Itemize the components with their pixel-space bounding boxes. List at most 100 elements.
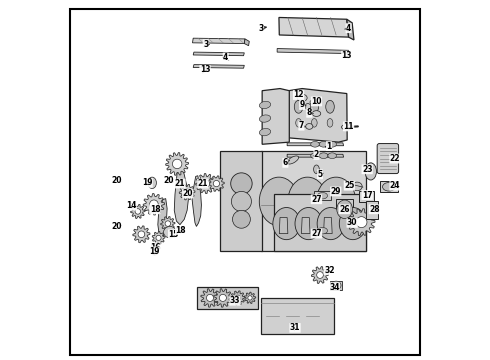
Ellipse shape [232, 210, 250, 228]
Polygon shape [131, 204, 145, 219]
Ellipse shape [296, 118, 301, 127]
Polygon shape [158, 199, 167, 241]
Text: 1: 1 [326, 141, 332, 150]
Ellipse shape [273, 207, 300, 240]
Polygon shape [337, 199, 353, 219]
Circle shape [356, 217, 367, 228]
Ellipse shape [317, 177, 356, 226]
Text: 26: 26 [339, 205, 349, 214]
Text: 13: 13 [200, 66, 210, 75]
Ellipse shape [310, 100, 318, 113]
Circle shape [248, 296, 252, 300]
Ellipse shape [342, 124, 353, 130]
Text: 22: 22 [390, 154, 400, 163]
Polygon shape [193, 52, 245, 56]
Circle shape [172, 159, 182, 168]
Ellipse shape [294, 100, 303, 113]
Text: 20: 20 [164, 176, 174, 185]
Ellipse shape [319, 141, 328, 147]
Polygon shape [359, 192, 374, 202]
Circle shape [317, 272, 323, 278]
Ellipse shape [312, 118, 317, 127]
FancyBboxPatch shape [377, 144, 398, 174]
Circle shape [149, 200, 158, 208]
Text: 20: 20 [112, 222, 122, 231]
Text: 21: 21 [197, 179, 208, 188]
Text: 2: 2 [314, 150, 319, 159]
Polygon shape [301, 217, 310, 234]
Ellipse shape [312, 111, 321, 116]
Ellipse shape [305, 104, 311, 109]
Text: 14: 14 [126, 201, 137, 210]
Ellipse shape [287, 156, 298, 164]
Text: 5: 5 [318, 170, 322, 179]
Polygon shape [262, 89, 289, 144]
Text: 15: 15 [169, 230, 179, 239]
Text: 12: 12 [294, 90, 304, 99]
Polygon shape [166, 153, 189, 175]
Circle shape [213, 180, 220, 187]
Ellipse shape [151, 244, 159, 255]
Text: 4: 4 [346, 24, 351, 33]
Polygon shape [179, 184, 195, 200]
Polygon shape [261, 298, 334, 334]
Text: 27: 27 [311, 229, 322, 238]
Text: 3: 3 [258, 24, 264, 33]
Polygon shape [279, 18, 348, 37]
Polygon shape [323, 217, 332, 234]
Text: 11: 11 [343, 122, 354, 131]
Text: 7: 7 [299, 121, 304, 130]
Circle shape [165, 221, 171, 226]
Polygon shape [312, 266, 329, 283]
Polygon shape [209, 176, 224, 191]
Polygon shape [261, 152, 367, 251]
Polygon shape [152, 231, 165, 244]
Circle shape [156, 235, 161, 240]
Ellipse shape [328, 153, 337, 158]
Ellipse shape [318, 228, 327, 234]
Circle shape [135, 209, 141, 214]
Polygon shape [193, 38, 245, 44]
Text: 34: 34 [329, 283, 340, 292]
Ellipse shape [328, 141, 337, 147]
Polygon shape [192, 176, 201, 226]
Ellipse shape [288, 177, 327, 226]
Ellipse shape [311, 141, 319, 147]
Polygon shape [348, 209, 375, 236]
Ellipse shape [148, 177, 156, 189]
Text: 33: 33 [230, 296, 240, 305]
Polygon shape [245, 292, 256, 303]
Circle shape [202, 180, 210, 188]
Ellipse shape [259, 101, 270, 109]
Ellipse shape [337, 200, 352, 219]
Circle shape [206, 294, 214, 301]
Text: 31: 31 [290, 323, 300, 332]
Ellipse shape [259, 177, 298, 226]
Polygon shape [174, 166, 189, 225]
Text: 25: 25 [344, 181, 354, 190]
Text: 19: 19 [142, 178, 152, 187]
Ellipse shape [164, 226, 176, 238]
Ellipse shape [259, 129, 270, 136]
Polygon shape [161, 216, 175, 231]
Ellipse shape [339, 207, 367, 240]
Text: 18: 18 [149, 205, 160, 214]
Text: 24: 24 [390, 181, 400, 190]
Ellipse shape [318, 193, 327, 199]
Text: 20: 20 [183, 189, 193, 198]
Text: 8: 8 [307, 108, 312, 117]
Ellipse shape [306, 123, 313, 129]
Text: 27: 27 [311, 195, 322, 204]
Text: 29: 29 [330, 187, 341, 196]
Text: 13: 13 [342, 51, 352, 60]
Text: 32: 32 [324, 266, 335, 275]
Polygon shape [380, 181, 398, 192]
Text: 9: 9 [299, 100, 305, 109]
Polygon shape [287, 143, 343, 146]
Polygon shape [143, 194, 165, 215]
Ellipse shape [297, 94, 307, 102]
Ellipse shape [310, 99, 321, 105]
Polygon shape [133, 226, 150, 243]
Polygon shape [193, 64, 245, 68]
Text: 21: 21 [175, 179, 185, 188]
